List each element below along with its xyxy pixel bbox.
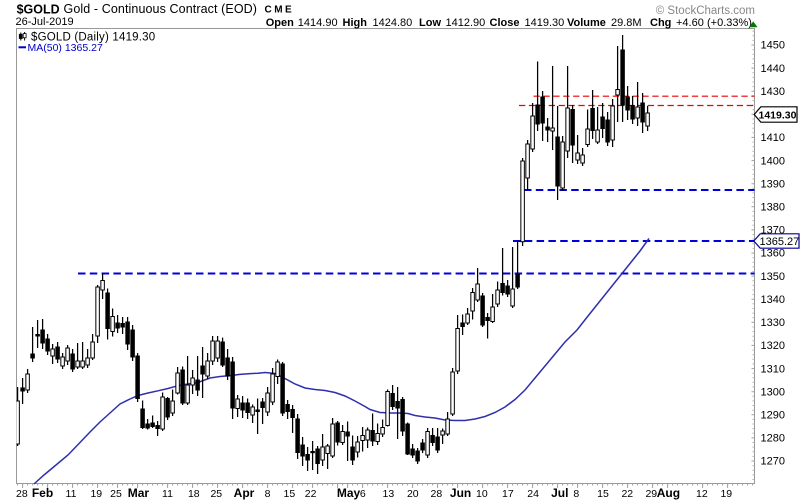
svg-text:© StockCharts.com: © StockCharts.com xyxy=(656,5,755,17)
svg-text:19: 19 xyxy=(720,488,732,500)
svg-text:Feb: Feb xyxy=(32,486,53,500)
svg-text:1350: 1350 xyxy=(761,271,785,283)
svg-text:28: 28 xyxy=(431,488,443,500)
svg-text:22: 22 xyxy=(621,488,633,500)
svg-text:26-Jul-2019: 26-Jul-2019 xyxy=(16,16,74,28)
svg-text:$GOLD: $GOLD xyxy=(17,1,60,16)
svg-text:12: 12 xyxy=(696,488,708,500)
svg-text:11: 11 xyxy=(162,488,173,500)
svg-text:1450: 1450 xyxy=(761,40,785,52)
svg-text:11: 11 xyxy=(66,488,77,500)
svg-text:1410: 1410 xyxy=(761,132,785,144)
svg-text:1365.27: 1365.27 xyxy=(760,236,800,248)
svg-text:Aug: Aug xyxy=(657,486,680,500)
svg-text:8: 8 xyxy=(573,488,579,500)
svg-text:6: 6 xyxy=(360,488,366,500)
svg-text:22: 22 xyxy=(305,488,317,500)
svg-text:1440: 1440 xyxy=(761,63,785,75)
svg-text:24: 24 xyxy=(527,488,539,500)
svg-text:$GOLD (Daily) 1419.30: $GOLD (Daily) 1419.30 xyxy=(31,31,155,43)
svg-text:28: 28 xyxy=(16,488,28,500)
svg-text:Mar: Mar xyxy=(128,486,150,500)
svg-text:May: May xyxy=(337,486,361,500)
svg-text:1340: 1340 xyxy=(761,294,785,306)
svg-text:18: 18 xyxy=(188,488,200,500)
svg-text:1330: 1330 xyxy=(761,317,785,329)
svg-text:Jun: Jun xyxy=(450,486,471,500)
svg-text:Apr: Apr xyxy=(234,486,255,500)
svg-text:1419.30: 1419.30 xyxy=(759,109,797,121)
svg-text:1300: 1300 xyxy=(761,386,785,398)
svg-text:13: 13 xyxy=(383,488,395,500)
svg-text:17: 17 xyxy=(502,488,514,500)
svg-text:1380: 1380 xyxy=(761,202,785,214)
svg-text:CME: CME xyxy=(265,5,295,16)
svg-text:8: 8 xyxy=(265,488,271,500)
svg-text:29: 29 xyxy=(645,488,657,500)
svg-text:1430: 1430 xyxy=(761,86,785,98)
svg-text:25: 25 xyxy=(110,488,122,500)
svg-text:1310: 1310 xyxy=(761,363,785,375)
svg-text:1280: 1280 xyxy=(761,433,785,445)
svg-text:15: 15 xyxy=(284,488,296,500)
svg-text:19: 19 xyxy=(90,488,102,500)
svg-text:1390: 1390 xyxy=(761,178,785,190)
svg-text:Gold - Continuous Contract (EO: Gold - Continuous Contract (EOD) xyxy=(64,2,258,16)
svg-text:1270: 1270 xyxy=(761,456,785,468)
svg-text:MA(50) 1365.27: MA(50) 1365.27 xyxy=(28,42,103,54)
svg-text:1360: 1360 xyxy=(761,248,785,260)
svg-text:15: 15 xyxy=(597,488,609,500)
svg-text:25: 25 xyxy=(210,488,222,500)
svg-text:Jul: Jul xyxy=(551,486,568,500)
svg-text:10: 10 xyxy=(476,488,488,500)
svg-text:1320: 1320 xyxy=(761,340,785,352)
svg-text:20: 20 xyxy=(407,488,419,500)
svg-text:1290: 1290 xyxy=(761,410,785,422)
svg-text:1400: 1400 xyxy=(761,155,785,167)
